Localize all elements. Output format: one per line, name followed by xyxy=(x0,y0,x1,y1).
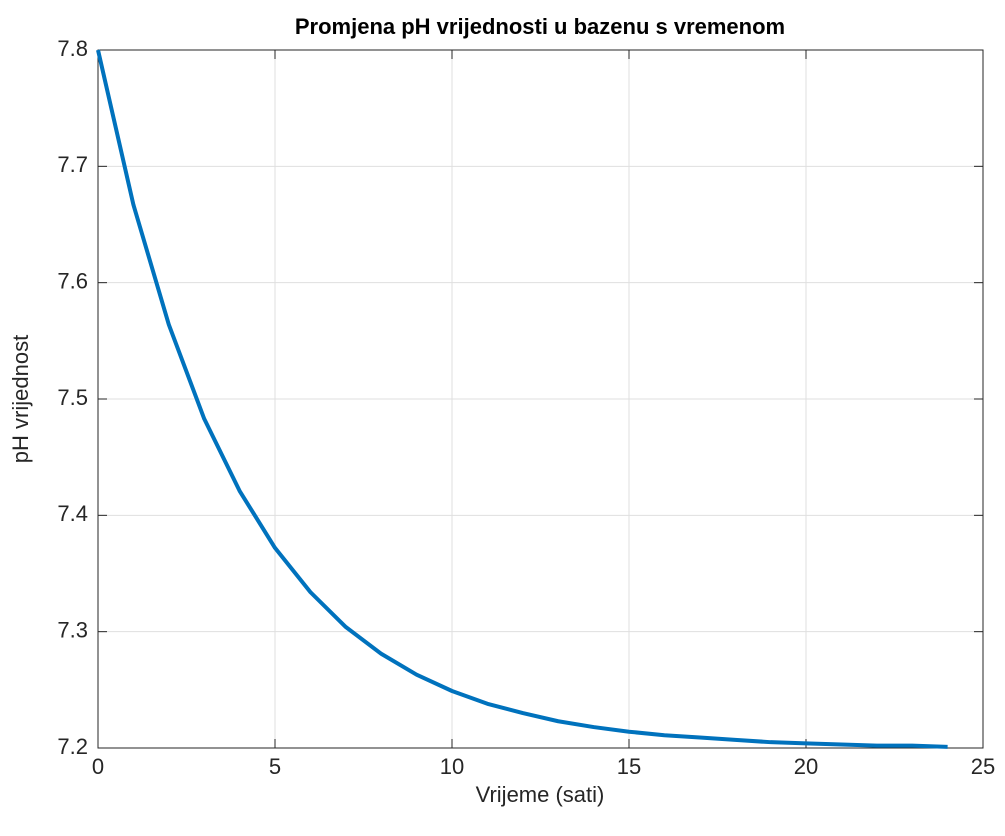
y-tick-label: 7.3 xyxy=(57,617,88,642)
x-tick-label: 20 xyxy=(794,754,818,779)
x-tick-label: 0 xyxy=(92,754,104,779)
y-tick-label: 7.4 xyxy=(57,501,88,526)
chart-title: Promjena pH vrijednosti u bazenu s vreme… xyxy=(295,14,785,39)
x-axis-label: Vrijeme (sati) xyxy=(476,782,605,807)
y-tick-label: 7.2 xyxy=(57,734,88,759)
y-tick-label: 7.6 xyxy=(57,268,88,293)
data-line xyxy=(96,49,948,749)
x-tick-label: 5 xyxy=(269,754,281,779)
y-axis-label: pH vrijednost xyxy=(8,335,33,463)
x-tick-label: 10 xyxy=(440,754,464,779)
x-tick-label: 25 xyxy=(971,754,995,779)
x-tick-label: 15 xyxy=(617,754,641,779)
y-tick-label: 7.8 xyxy=(57,36,88,61)
y-tick-label: 7.7 xyxy=(57,152,88,177)
y-tick-label: 7.5 xyxy=(57,385,88,410)
plot-frame xyxy=(97,49,984,749)
